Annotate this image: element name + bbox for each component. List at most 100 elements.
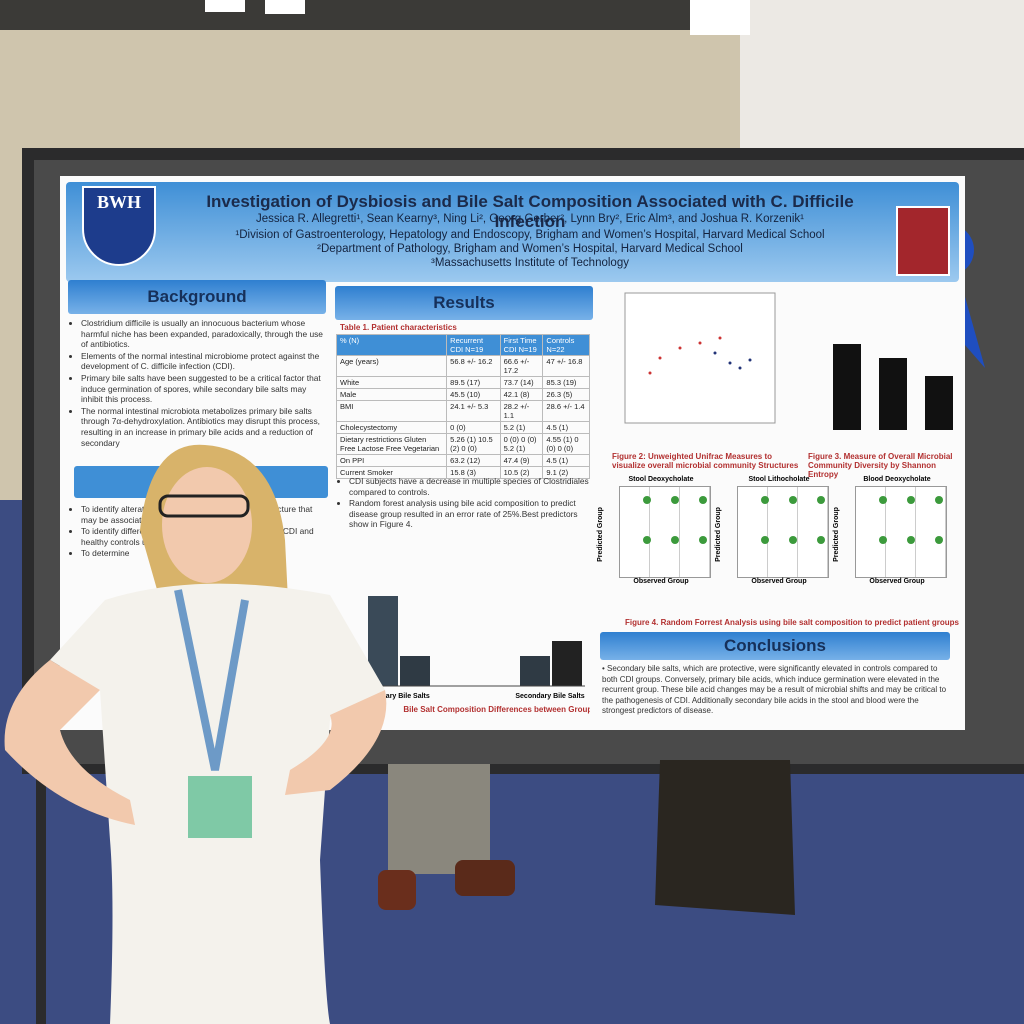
bullet: Clostridium difficile is usually an inno… [81,318,324,350]
bullet: To determine [81,548,324,559]
patient-table: % (N) Recurrent CDI N=19 First Time CDI N=… [335,334,590,479]
cell: 28.6 +/- 1.4 [542,400,590,422]
person-dress [655,760,795,915]
figure4: Stool Deoxycholate Observed Group Predicte… [597,476,955,606]
board-leg [36,774,46,1024]
cell: 0 (0) 0 (0) 5.2 (1) [499,433,544,455]
shoe [455,860,515,896]
arm [285,690,387,795]
results-text: CDI subjects have a decrease in multiple… [340,476,590,531]
dot [789,496,797,504]
points [648,336,722,375]
conclusions-body: Secondary bile salts, which are protecti… [602,664,947,716]
table-title: Table 1. Patient characteristics [340,323,457,332]
light [265,0,305,14]
background-text: Clostridium difficile is usually an inno… [72,318,324,449]
bile-caption: Bile Salt Composition Differences betwee… [403,705,590,714]
conclusions-text: • Secondary bile salts, which are protec… [602,664,947,716]
conclusions-heading: Conclusions [600,632,950,660]
table-header: % (N) Recurrent CDI N=19 First Time CDI N=… [335,334,590,356]
header-cell: First Time CDI N=19 [499,334,544,356]
table-row: Current Smoker 15.8 (3) 10.5 (2) 9.1 (2) [335,466,590,479]
bullet: The normal intestinal microbiota metabol… [81,406,324,448]
table-row: Cholecystectomy 0 (0) 5.2 (1) 4.5 (1) [335,421,590,434]
badge [188,776,252,838]
lanyard [174,589,249,771]
dot [789,536,797,544]
bullet: Primary bile salts have been suggested t… [81,373,324,405]
arm [4,660,135,825]
dot [761,536,769,544]
dot [879,536,887,544]
glasses [158,494,250,518]
panel-grid [737,486,829,578]
plot-frame [624,292,776,424]
dot [643,536,651,544]
poster-title: Investigation of Dysbiosis and Bile Salt… [206,192,854,231]
fig4-panel: Stool Deoxycholate Observed Group Predicte… [597,476,717,606]
panel-grid [855,486,947,578]
figure4-caption: Figure 4. Random Forrest Analysis using … [625,618,959,627]
dot [879,496,887,504]
results-heading: Results [335,286,593,320]
cell: 9.1 (2) [542,466,590,479]
affiliation: ³Massachusetts Institute of Technology [431,257,629,269]
bile-group-label: Secondary Bile Salts [515,693,584,700]
table-row: BMI 24.1 +/- 5.3 28.2 +/- 1.1 28.6 +/- 1.4 [335,400,590,422]
background-heading: Background [68,280,326,314]
dot [907,496,915,504]
fig4-panel: Blood Deoxycholate Observed Group Predicte… [833,476,953,606]
dot [761,496,769,504]
cell: 15.8 (3) [446,466,501,479]
x-label: Observed Group [633,578,689,585]
table-row: White 89.5 (17) 73.7 (14) 85.3 (19) [335,376,590,389]
cell: 66.6 +/- 17.2 [499,355,544,377]
dot [671,496,679,504]
face [162,467,252,583]
dot [699,536,707,544]
figure2-caption: Figure 2: Unweighted Unifrac Measures to… [612,452,799,470]
bile-bar [520,656,550,686]
dot [907,536,915,544]
table-row: Dietary restrictions Gluten Free Lactose… [335,433,590,455]
bullet: Random forest analysis using bile acid c… [349,498,590,530]
bar [879,358,907,430]
panel-title: Stool Lithocholate [748,476,810,483]
bullet: Elements of the normal intestinal microb… [81,351,324,372]
points [713,351,752,370]
panel-title: Stool Deoxycholate [628,476,694,483]
panel-grid [619,486,711,578]
ceiling-soffit [740,0,1024,160]
person-legs [388,764,490,874]
harvard-shield [896,206,950,276]
x-label: Observed Group [751,578,807,585]
table-row: Age (years) 56.8 +/- 16.2 66.6 +/- 17.2 47 … [335,355,590,377]
bar [925,376,953,430]
dot [817,496,825,504]
light [690,0,750,35]
figure3-caption: Figure 3. Measure of Overall Microbial C… [808,452,953,479]
bile-bar [400,656,430,686]
logo: BWH [82,186,156,266]
header-band [66,182,959,282]
fig4-panel: Stool Lithocholate Observed Group Predicte… [715,476,835,606]
unifrac-plot [624,292,776,424]
light [205,0,245,12]
shannon-chart [833,344,953,430]
affiliations: ¹Division of Gastroenterology, Hepatolog… [170,228,890,270]
dot [935,496,943,504]
shoe [378,870,416,910]
dot [671,536,679,544]
affiliation: ²Department of Pathology, Brigham and Wo… [317,243,743,255]
dot [699,496,707,504]
bar [833,344,861,430]
affiliation: ¹Division of Gastroenterology, Hepatolog… [235,229,825,241]
bile-group-label: Primary Bile Salts [370,693,430,700]
x-label: Observed Group [869,578,925,585]
cell: Current Smoker [335,466,448,479]
dot [935,536,943,544]
authors: Jessica R. Allegretti¹, Sean Kearny³, Ni… [256,213,804,225]
dot [817,536,825,544]
